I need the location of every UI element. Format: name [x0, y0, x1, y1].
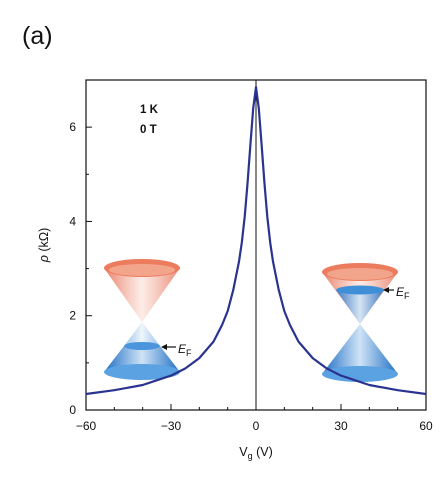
- x-tick-label: −30: [161, 419, 182, 433]
- y-tick-label: 6: [69, 120, 76, 134]
- y-axis-label: ρ (kΩ): [37, 228, 51, 264]
- dirac-cone-right-illustration: [322, 263, 398, 382]
- field-annotation: 0 T: [140, 124, 157, 136]
- y-tick-label: 0: [69, 403, 76, 417]
- ef-label-right: EF: [396, 285, 410, 301]
- y-tick-label: 4: [69, 214, 76, 228]
- x-tick-label: 30: [334, 419, 348, 433]
- dirac-cone-left-illustration: [104, 259, 180, 380]
- temperature-annotation: 1 K: [140, 104, 159, 116]
- x-tick-label: 60: [419, 419, 433, 433]
- ef-label-left: EF: [178, 342, 192, 358]
- panel-label: (a): [22, 22, 53, 50]
- tick-layer: −60 −30 0 30 60 0 2 4 6: [69, 120, 433, 433]
- series-line: [85, 86, 427, 396]
- x-tick-label: −60: [76, 419, 97, 433]
- x-axis-label: Vg (V): [239, 445, 273, 461]
- y-tick-label: 2: [69, 309, 76, 323]
- x-tick-label: 0: [253, 419, 260, 433]
